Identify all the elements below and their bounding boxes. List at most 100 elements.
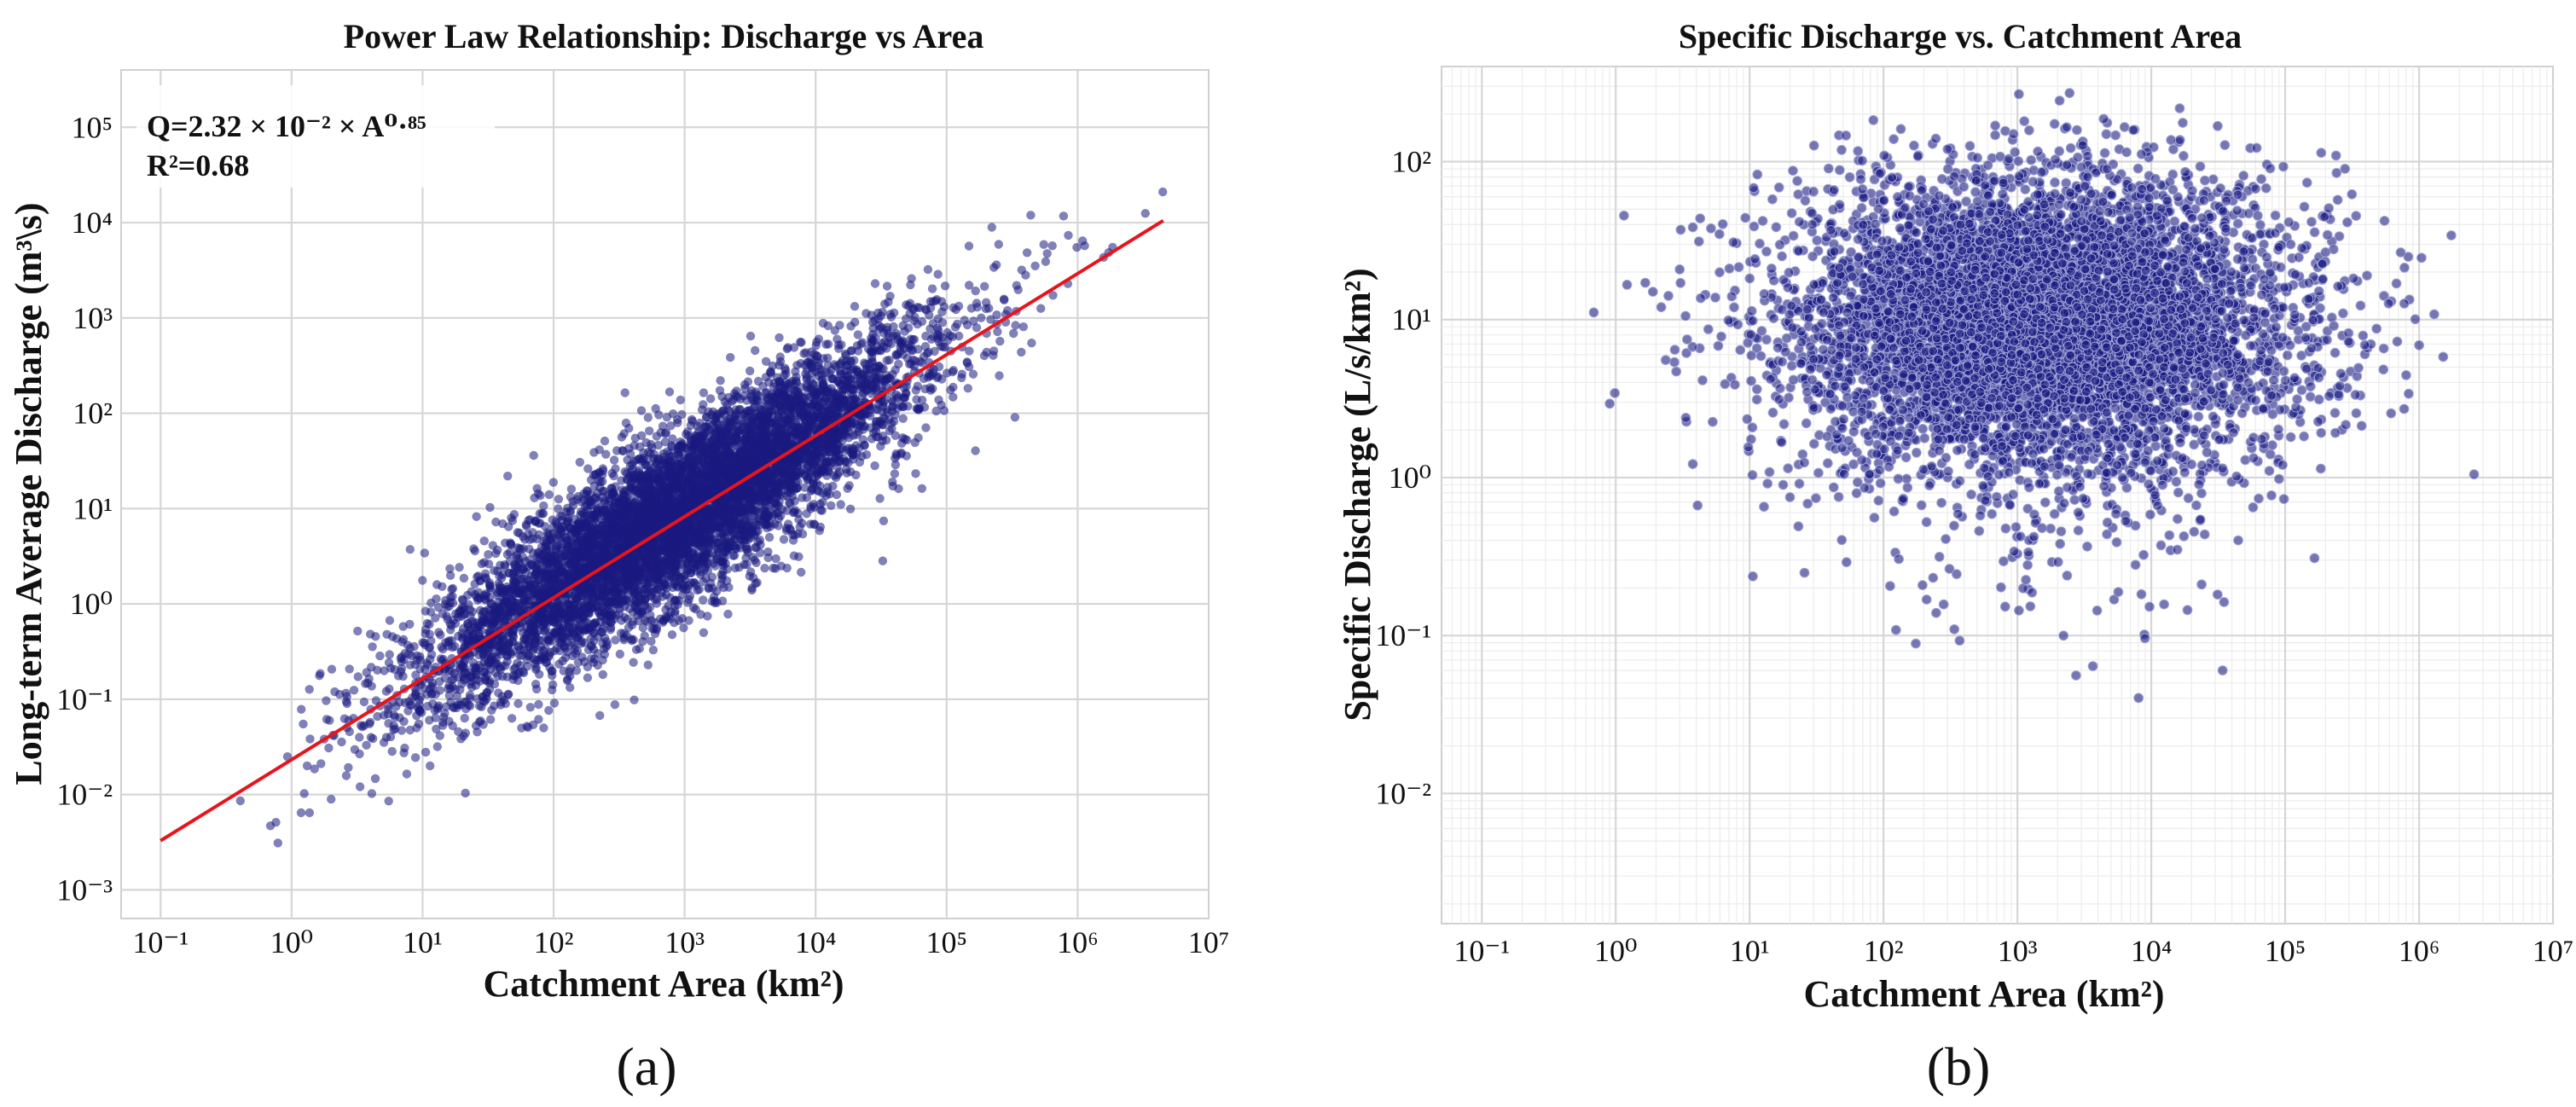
data-point: [645, 426, 654, 436]
data-point: [432, 742, 442, 751]
data-point: [341, 771, 351, 780]
data-point: [456, 734, 466, 744]
data-point: [544, 705, 554, 716]
data-point: [476, 716, 485, 726]
data-point: [809, 502, 819, 512]
data-point: [273, 838, 282, 848]
data-point: [629, 695, 639, 704]
data-point: [798, 530, 808, 539]
data-point: [539, 501, 548, 511]
data-point: [875, 494, 885, 503]
data-point: [882, 281, 892, 291]
data-point: [828, 481, 838, 491]
data-point: [1018, 322, 1029, 332]
data-point: [327, 794, 336, 804]
data-point: [595, 710, 605, 721]
panel-a: Power Law Relationship: Discharge vs Are…: [8, 17, 1229, 1097]
data-point: [618, 446, 627, 455]
data-point: [753, 376, 763, 386]
data-point: [435, 686, 444, 695]
data-point: [324, 743, 334, 753]
data-point: [696, 610, 705, 619]
data-point: [850, 302, 860, 311]
data-point: [384, 658, 394, 668]
data-point: [927, 284, 937, 293]
data-point: [500, 560, 509, 570]
data-point: [1011, 321, 1020, 330]
data-point: [549, 698, 560, 708]
data-point: [963, 384, 973, 393]
data-point: [426, 598, 436, 608]
data-point: [385, 650, 394, 659]
data-point: [353, 626, 363, 636]
panel-a-points: [235, 187, 1168, 848]
data-point: [966, 304, 977, 313]
data-point: [339, 714, 350, 723]
data-point: [746, 331, 756, 341]
data-point: [643, 660, 653, 669]
data-point: [891, 460, 901, 470]
data-point: [368, 733, 378, 744]
data-point: [629, 617, 638, 626]
data-point: [297, 704, 306, 714]
data-point: [1158, 187, 1168, 197]
data-point: [503, 690, 513, 699]
data-point: [890, 469, 900, 478]
data-point: [384, 797, 393, 806]
data-point: [833, 334, 842, 344]
data-point: [993, 327, 1002, 337]
data-point: [629, 658, 638, 667]
data-point: [987, 223, 997, 232]
data-point: [610, 700, 620, 710]
data-point: [1030, 261, 1040, 270]
data-point: [445, 571, 455, 580]
data-point: [513, 698, 523, 709]
data-point: [911, 469, 920, 478]
data-point: [438, 582, 447, 591]
data-point: [766, 367, 775, 376]
data-point: [305, 685, 314, 694]
data-point: [426, 761, 435, 771]
data-point: [775, 352, 785, 362]
data-point: [760, 564, 769, 573]
data-point: [788, 536, 798, 545]
data-point: [548, 478, 558, 487]
data-point: [370, 774, 380, 784]
data-point: [726, 352, 735, 362]
data-point: [802, 380, 811, 390]
data-point: [344, 762, 353, 773]
data-point: [907, 274, 916, 283]
data-point: [469, 544, 479, 554]
data-point: [305, 808, 315, 818]
data-point: [977, 313, 986, 322]
data-point: [1042, 249, 1052, 258]
data-point: [392, 702, 401, 711]
data-point: [296, 808, 306, 818]
data-point: [648, 646, 659, 655]
data-point: [934, 395, 943, 404]
data-point: [455, 685, 465, 694]
data-point: [529, 450, 538, 461]
data-point: [995, 336, 1005, 346]
data-point: [879, 516, 889, 525]
data-point: [888, 477, 897, 487]
data-point: [385, 616, 395, 625]
data-point: [939, 302, 949, 311]
data-point: [302, 761, 312, 771]
data-point: [1041, 257, 1051, 266]
data-point: [940, 281, 950, 291]
data-point: [902, 435, 912, 445]
data-point: [1012, 281, 1022, 290]
data-point: [485, 715, 496, 724]
data-point: [353, 672, 363, 681]
data-point: [305, 734, 315, 744]
data-point: [601, 449, 611, 459]
data-point: [420, 548, 429, 558]
data-point: [846, 322, 856, 331]
data-point: [315, 671, 324, 681]
data-point: [362, 740, 371, 750]
data-point: [235, 796, 245, 806]
data-point: [954, 301, 964, 311]
data-point: [398, 622, 408, 631]
data-point: [367, 789, 377, 798]
